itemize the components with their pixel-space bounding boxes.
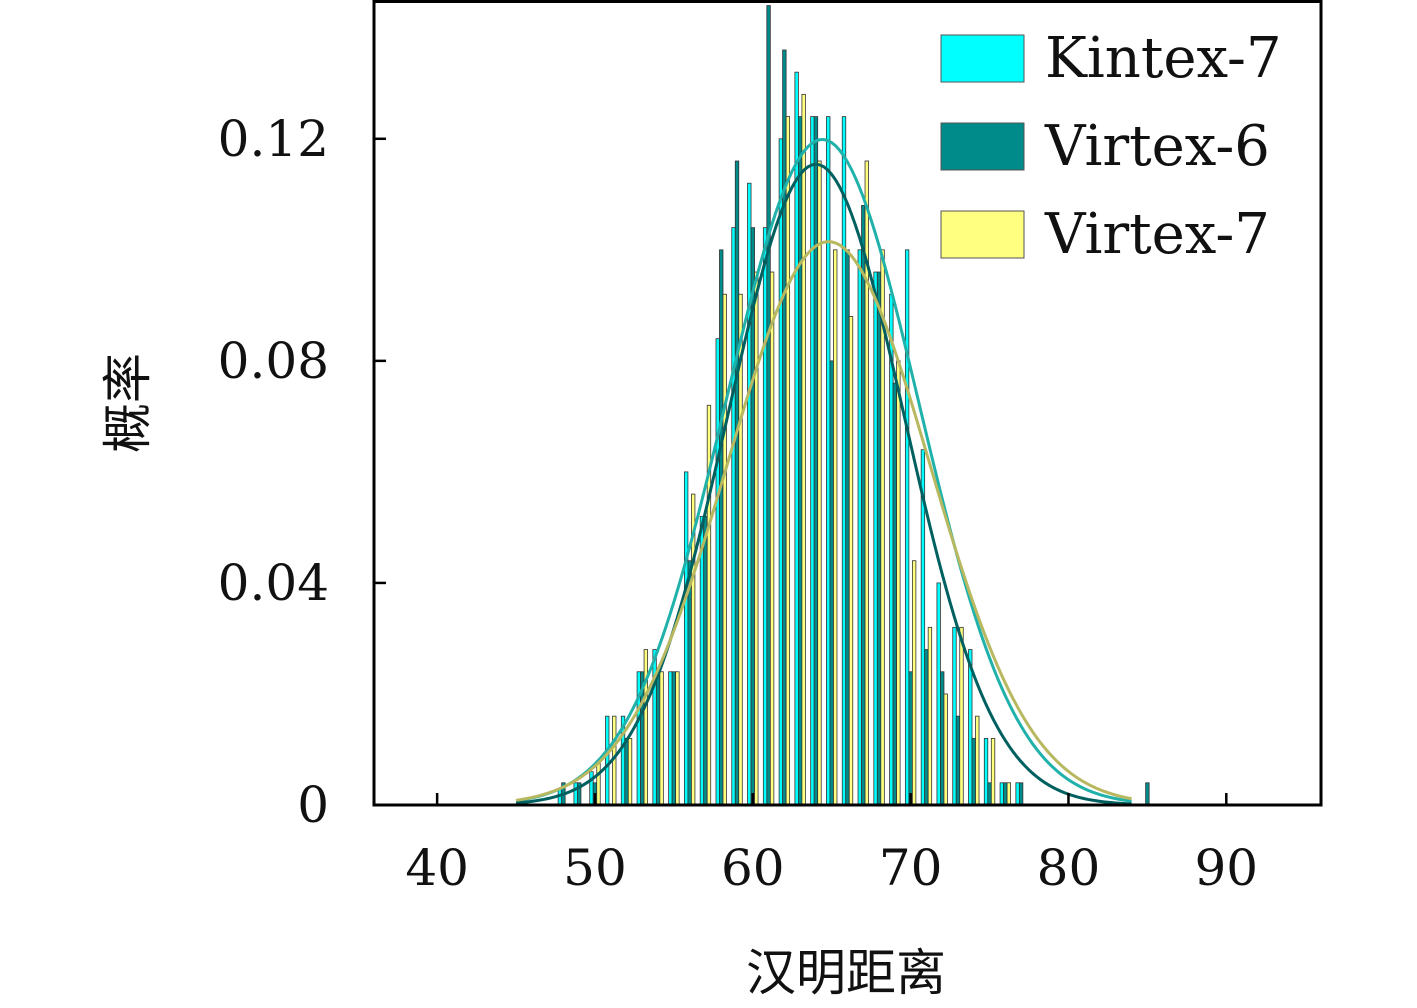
- bar-kintex-7-51: [605, 715, 610, 806]
- bar-virtex-7-55: [675, 671, 680, 806]
- bar-virtex-7-66: [848, 316, 854, 806]
- legend-swatch-kintex-7: [940, 34, 1025, 83]
- x-tick-label-70: 70: [879, 839, 943, 897]
- bar-virtex-7-65: [833, 249, 838, 806]
- bar-virtex-6-73: [955, 715, 961, 806]
- bar-kintex-7-59: [731, 227, 736, 806]
- plot-frame: [372, 0, 1323, 807]
- bar-virtex-7-64: [817, 160, 822, 806]
- bar-virtex-7-73: [959, 626, 964, 806]
- bar-virtex-6-76: [1003, 782, 1008, 806]
- bar-virtex-6-62: [782, 49, 787, 806]
- bar-virtex-7-63: [801, 93, 806, 806]
- bar-kintex-7-77: [1015, 782, 1020, 806]
- ticks-layer: 40 50 60 70 80 90 0 0.04 0.08 0.12: [218, 110, 1258, 897]
- bar-virtex-6-66: [845, 249, 850, 806]
- bar-kintex-7-64: [810, 116, 815, 806]
- bar-virtex-7-71: [927, 626, 933, 806]
- bar-virtex-6-71: [924, 649, 929, 806]
- bar-kintex-7-60: [747, 182, 752, 806]
- bar-virtex-7-58: [722, 293, 727, 806]
- bar-virtex-6-58: [719, 249, 724, 806]
- bar-kintex-7-58: [715, 338, 720, 806]
- bar-virtex-6-54: [655, 671, 661, 806]
- bar-virtex-7-52: [627, 737, 633, 806]
- legend-label-virtex-7: Virtex-7: [1044, 202, 1270, 267]
- bar-virtex-7-50: [596, 760, 601, 806]
- y-tick-label-0.04: 0.04: [218, 554, 329, 612]
- bar-virtex-6-63: [798, 116, 803, 806]
- bar-virtex-6-57: [703, 515, 708, 806]
- bar-kintex-7-76: [999, 782, 1004, 806]
- bar-kintex-7-73: [952, 626, 957, 806]
- bar-virtex-6-59: [734, 160, 740, 806]
- bar-virtex-7-74: [975, 715, 980, 806]
- bar-virtex-6-69: [892, 382, 898, 806]
- bar-virtex-7-72: [943, 693, 948, 806]
- bar-virtex-6-61: [766, 5, 771, 806]
- bar-virtex-7-75: [990, 737, 996, 806]
- bar-kintex-7-72: [936, 582, 941, 806]
- bar-virtex-6-55: [671, 671, 677, 806]
- y-tick-label-0.12: 0.12: [218, 110, 329, 168]
- bar-virtex-6-74: [971, 737, 976, 806]
- bar-virtex-7-70: [911, 560, 917, 806]
- x-tick-label-90: 90: [1194, 839, 1258, 897]
- x-tick-label-50: 50: [563, 839, 627, 897]
- y-tick-label-0: 0: [297, 776, 329, 834]
- bar-virtex-6-56: [687, 560, 692, 806]
- bar-virtex-6-75: [987, 782, 992, 806]
- bar-virtex-7-60: [754, 271, 759, 806]
- bar-virtex-6-85: [1145, 782, 1150, 806]
- bar-kintex-7-61: [762, 227, 768, 806]
- bar-virtex-6-52: [624, 737, 629, 806]
- bar-kintex-7-66: [841, 116, 847, 806]
- bar-kintex-7-68: [873, 271, 878, 806]
- x-tick-label-40: 40: [405, 839, 469, 897]
- fit-curves-layer: [515, 138, 1132, 806]
- legend-swatch-virtex-6: [940, 122, 1025, 171]
- bar-virtex-7-69: [896, 360, 901, 806]
- legend-swatch-virtex-7: [940, 210, 1025, 259]
- bar-kintex-7-56: [684, 471, 689, 806]
- bar-virtex-6-65: [829, 360, 834, 806]
- bar-kintex-7-57: [699, 515, 705, 806]
- bar-virtex-6-77: [1018, 782, 1024, 806]
- fit-curve-kintex-7: [515, 138, 1132, 803]
- bar-kintex-7-49: [573, 782, 578, 806]
- x-tick-label-60: 60: [721, 839, 785, 897]
- fit-curve-virtex-7: [515, 240, 1132, 802]
- legend-label-kintex-7: Kintex-7: [1045, 26, 1282, 91]
- bar-virtex-6-64: [813, 116, 819, 806]
- bar-kintex-7-50: [589, 771, 594, 806]
- bar-virtex-6-67: [861, 205, 866, 806]
- legend: Kintex-7 Virtex-6 Virtex-7: [940, 26, 1282, 267]
- legend-label-virtex-6: Virtex-6: [1044, 114, 1270, 179]
- bar-kintex-7-62: [778, 138, 784, 806]
- fit-curve-virtex-6: [515, 162, 1132, 806]
- bar-virtex-6-70: [908, 671, 913, 806]
- x-axis-label: 汉明距离: [746, 944, 946, 1002]
- bar-kintex-7-75: [983, 737, 989, 806]
- bar-virtex-6-68: [876, 271, 882, 806]
- bar-virtex-7-54: [659, 671, 664, 806]
- y-axis-label: 概率: [99, 353, 157, 453]
- bar-kintex-7-55: [668, 671, 673, 806]
- y-tick-label-0.08: 0.08: [218, 332, 329, 390]
- bar-virtex-6-72: [940, 671, 945, 806]
- bar-kintex-7-65: [826, 116, 831, 806]
- bar-virtex-7-62: [785, 116, 791, 806]
- bar-virtex-7-61: [769, 271, 775, 806]
- x-tick-label-80: 80: [1037, 839, 1101, 897]
- bar-virtex-7-76: [1006, 782, 1012, 806]
- bar-kintex-7-70: [904, 249, 910, 806]
- bar-virtex-7-53: [643, 649, 648, 806]
- bar-kintex-7-67: [857, 249, 862, 806]
